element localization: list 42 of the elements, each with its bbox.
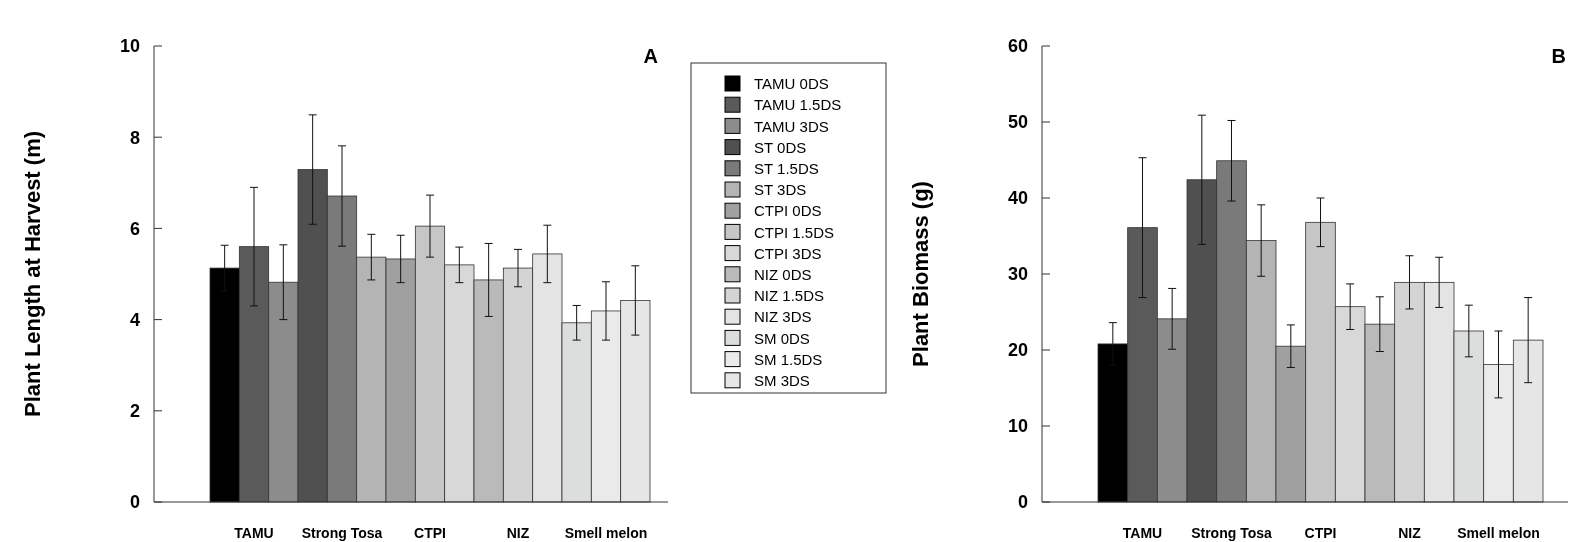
x-tick-label: Smell melon (1457, 525, 1540, 541)
legend-label: TAMU 1.5DS (754, 96, 842, 114)
y-tick-label: 2 (129, 401, 140, 422)
legend-label: ST 0DS (754, 138, 807, 156)
x-tick-label: TAMU (1122, 525, 1163, 541)
x-tick-label: NIZ (1398, 525, 1422, 541)
y-axis-title: Plant Biomass (g) (908, 181, 933, 367)
x-tick-label: Strong Tosa (1191, 525, 1273, 541)
chart-title: B (1551, 45, 1566, 67)
y-tick-label: 4 (129, 309, 140, 330)
x-tick-label: Smell melon (564, 525, 648, 541)
y-tick-label: 0 (129, 492, 140, 513)
x-tick-label: Strong Tosa (301, 525, 383, 541)
y-tick-label: 20 (1007, 340, 1028, 361)
y-tick-label: 40 (1007, 188, 1028, 209)
y-tick-label: 50 (1007, 112, 1028, 133)
y-axis-title: Plant Length at Harvest (m) (20, 130, 45, 418)
legend-label: TAMU 3DS (754, 117, 829, 135)
legend-label: SM 1.5DS (754, 350, 823, 368)
legend-label: ST 3DS (754, 181, 807, 199)
legend-label: SM 0DS (754, 329, 810, 347)
y-tick-label: 60 (1007, 36, 1028, 57)
legend-label: NIZ 0DS (754, 266, 812, 284)
legend-label: NIZ 1.5DS (754, 287, 825, 305)
legend-label: ST 1.5DS (754, 160, 819, 178)
legend-label: CTPI 1.5DS (754, 223, 835, 241)
y-tick-label: 6 (129, 218, 140, 239)
legend-label: SM 3DS (754, 372, 810, 390)
y-tick-label: 10 (1007, 416, 1028, 437)
x-tick-label: CTPI (414, 525, 446, 541)
y-tick-label: 8 (129, 127, 140, 148)
x-tick-label: NIZ (506, 525, 530, 541)
chart-title: A (643, 45, 658, 67)
legend-label: CTPI 3DS (754, 244, 822, 262)
y-tick-label: 0 (1017, 492, 1028, 513)
x-tick-label: CTPI (1304, 525, 1337, 541)
legend-label: TAMU 0DS (754, 75, 829, 93)
x-tick-label: TAMU (234, 525, 274, 541)
y-tick-label: 10 (119, 36, 140, 57)
legend-label: NIZ 3DS (754, 308, 812, 326)
y-tick-label: 30 (1007, 264, 1028, 285)
legend-label: CTPI 0DS (754, 202, 822, 220)
